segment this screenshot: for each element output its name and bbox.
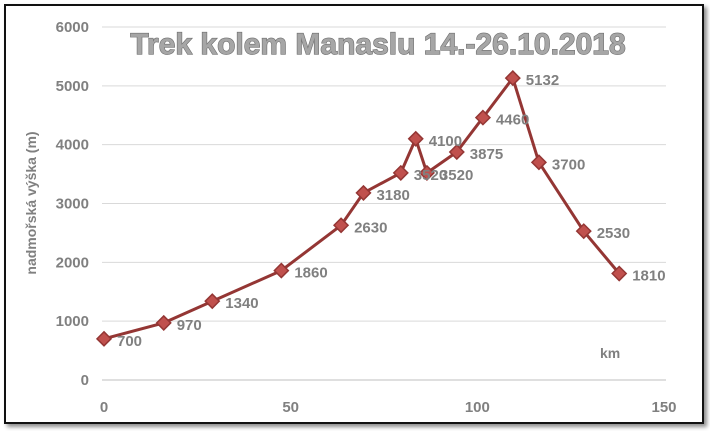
- data-label: 4460: [496, 112, 529, 129]
- data-label: 2630: [354, 219, 387, 236]
- series-line: [95, 70, 628, 347]
- data-point-marker: [155, 314, 172, 331]
- data-label: 4100: [429, 133, 462, 150]
- x-tick-label: 0: [100, 399, 108, 416]
- data-label: 5132: [526, 72, 559, 89]
- data-point-marker: [204, 293, 221, 310]
- data-point-marker: [273, 262, 290, 279]
- y-tick-label: 2000: [56, 254, 89, 271]
- y-tick-label: 3000: [56, 196, 89, 213]
- data-label: 3700: [552, 156, 585, 173]
- data-point-marker: [418, 164, 435, 181]
- data-label: 3520: [440, 167, 473, 184]
- data-point-marker: [333, 217, 350, 234]
- data-point-marker: [530, 154, 547, 171]
- data-label: 1860: [294, 265, 327, 282]
- data-label: 2530: [597, 225, 630, 242]
- data-label: 1340: [225, 295, 258, 312]
- data-label: 3875: [470, 146, 503, 163]
- data-point-marker: [504, 70, 521, 87]
- data-label: 700: [117, 333, 142, 350]
- data-point-marker: [611, 265, 628, 282]
- data-point-marker: [407, 130, 424, 147]
- data-label: 1810: [632, 268, 665, 285]
- data-point-marker: [575, 223, 592, 240]
- data-point-marker: [95, 330, 113, 347]
- x-tick-label: 100: [465, 399, 490, 416]
- data-label: 3180: [376, 187, 409, 204]
- x-tick-labels: 0 50 100 150: [100, 399, 677, 416]
- y-tick-label: 0: [81, 372, 89, 389]
- y-tick-label: 6000: [56, 19, 89, 36]
- y-tick-label: 5000: [56, 78, 89, 95]
- y-axis-label: nadmořská výška (m): [23, 131, 39, 274]
- data-point-marker: [355, 184, 372, 201]
- chart-title: Trek kolem Manaslu 14.-26.10.2018: [130, 28, 625, 61]
- series-line-path: [103, 76, 621, 341]
- data-label: 970: [177, 317, 202, 334]
- y-tick-label: 4000: [56, 137, 89, 154]
- data-point-marker: [392, 164, 409, 181]
- x-tick-label: 150: [651, 399, 676, 416]
- data-labels: 700 970 1340 1860 2630 3180 3520 4100 3520 3875 44…: [117, 72, 666, 350]
- gridlines: [102, 26, 666, 322]
- data-label: 3520: [414, 167, 447, 184]
- x-tick-label: 50: [282, 399, 299, 416]
- data-point-marker: [448, 143, 465, 161]
- y-tick-labels: 0 1000 2000 3000 4000 5000 6000: [56, 19, 89, 389]
- x-axis-label: km: [600, 345, 620, 361]
- chart-frame: [4, 4, 704, 424]
- data-point-marker: [474, 109, 491, 126]
- y-tick-label: 1000: [56, 313, 89, 330]
